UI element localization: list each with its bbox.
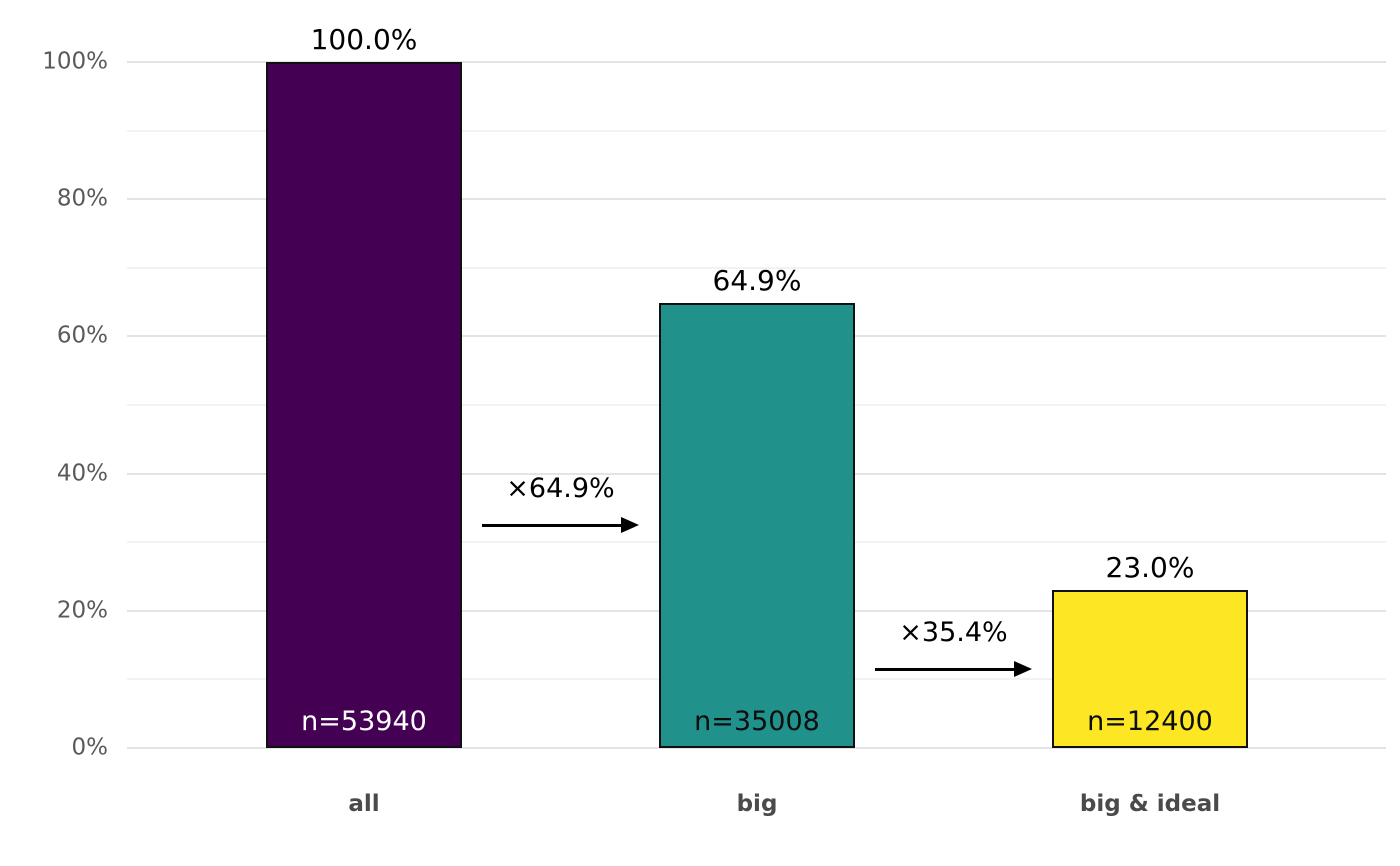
- plot-area: 100.0% n=53940 64.9% n=35008 23.0% n=12400 ×64…: [127, 26, 1386, 749]
- bar: [659, 302, 855, 748]
- bar: [1052, 590, 1248, 748]
- x-category-label: big & ideal: [1079, 791, 1221, 817]
- bar-value-label: 23.0%: [1105, 551, 1195, 585]
- bar: [266, 62, 462, 748]
- y-tick-label: 40%: [56, 460, 108, 487]
- transition-arrow-line: [875, 667, 1016, 671]
- gridline-major: [127, 747, 1386, 749]
- bar-value-label: 100.0%: [310, 23, 418, 56]
- x-category-label: big: [736, 791, 778, 817]
- transition-multiplier-label: ×64.9%: [506, 473, 615, 505]
- y-tick-label: 60%: [56, 322, 108, 349]
- bar-n-label: n=53940: [301, 706, 427, 737]
- bar-n-label: n=35008: [694, 706, 820, 737]
- transition-arrow-line: [482, 523, 623, 527]
- gridline-major: [127, 198, 1386, 201]
- y-tick-label: 80%: [56, 185, 108, 212]
- arrow-head-icon: [1014, 661, 1032, 678]
- y-tick-label: 0%: [71, 734, 109, 761]
- y-tick-label: 100%: [42, 48, 108, 75]
- bar-value-label: 64.9%: [712, 263, 802, 297]
- x-category-label: all: [348, 791, 380, 817]
- gridline-minor: [127, 129, 1386, 132]
- bar-n-label: n=12400: [1087, 706, 1213, 737]
- gridline-major: [127, 61, 1386, 63]
- arrow-head-icon: [621, 517, 639, 534]
- transition-multiplier-label: ×35.4%: [899, 617, 1008, 649]
- y-tick-label: 20%: [56, 597, 108, 624]
- gridline-minor: [127, 266, 1386, 269]
